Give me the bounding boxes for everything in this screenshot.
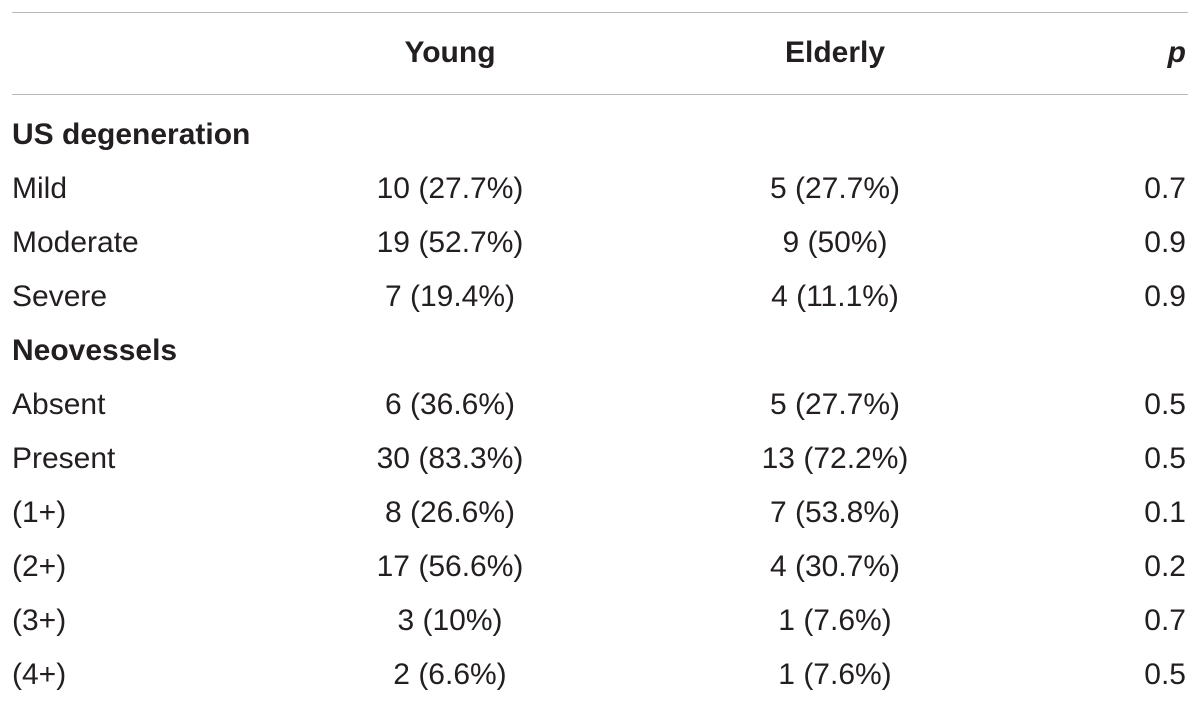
p-value: 0.7 xyxy=(1144,604,1186,637)
p-value: 0.5 xyxy=(1144,442,1186,475)
row-label: (3+) xyxy=(12,604,67,637)
elderly-value: 5 (27.7%) xyxy=(769,388,901,421)
young-value: 30 (83.3%) xyxy=(376,442,524,475)
elderly-value: 4 (11.1%) xyxy=(771,280,899,313)
row-label: Mild xyxy=(12,172,68,205)
young-value: 7 (19.4%) xyxy=(384,280,516,313)
section-label: Neovessels xyxy=(12,334,178,367)
header-p-value: p xyxy=(1167,36,1186,69)
p-value: 0.7 xyxy=(1144,172,1186,205)
young-value: 3 (10%) xyxy=(397,604,503,637)
young-value: 19 (52.7%) xyxy=(376,226,524,259)
elderly-value: 7 (53.8%) xyxy=(769,496,901,529)
elderly-value: 1 (7.6%) xyxy=(778,604,892,637)
p-value: 0.1 xyxy=(1144,496,1186,529)
header-young: Young xyxy=(404,36,496,69)
p-value: 0.2 xyxy=(1144,550,1186,583)
young-value: 8 (26.6%) xyxy=(384,496,516,529)
row-label: Absent xyxy=(12,388,106,421)
elderly-value: 13 (72.2%) xyxy=(761,442,909,475)
p-value: 0.9 xyxy=(1144,280,1186,313)
row-label: (2+) xyxy=(12,550,67,583)
table-top-rule xyxy=(12,12,1188,13)
p-value: 0.5 xyxy=(1144,658,1186,691)
elderly-value: 9 (50%) xyxy=(782,226,888,259)
section-label: US degeneration xyxy=(12,118,251,151)
young-value: 10 (27.7%) xyxy=(376,172,524,205)
elderly-value: 1 (7.6%) xyxy=(778,658,892,691)
young-value: 6 (36.6%) xyxy=(384,388,516,421)
elderly-value: 5 (27.7%) xyxy=(769,172,901,205)
elderly-value: 4 (30.7%) xyxy=(769,550,901,583)
young-value: 17 (56.6%) xyxy=(376,550,524,583)
row-label: Severe xyxy=(12,280,108,313)
row-label: Moderate xyxy=(12,226,139,259)
table-header-rule xyxy=(12,94,1188,95)
row-label: (1+) xyxy=(12,496,67,529)
header-elderly: Elderly xyxy=(784,36,886,69)
p-value: 0.5 xyxy=(1144,388,1186,421)
row-label: (4+) xyxy=(12,658,67,691)
young-value: 2 (6.6%) xyxy=(393,658,507,691)
row-label: Present xyxy=(12,442,116,475)
p-value: 0.9 xyxy=(1144,226,1186,259)
